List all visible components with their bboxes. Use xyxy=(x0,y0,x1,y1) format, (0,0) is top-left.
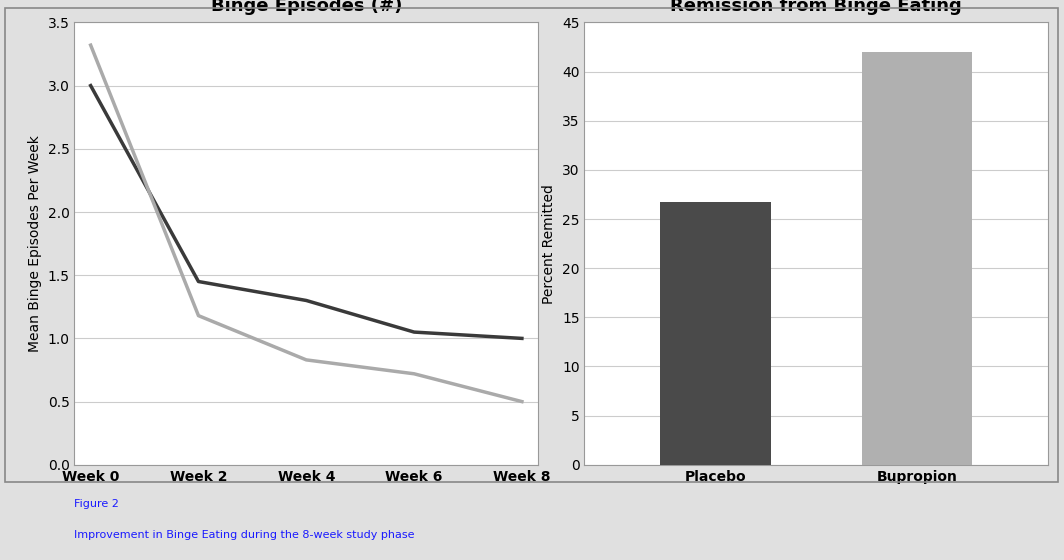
Bar xyxy=(660,202,771,465)
Bar xyxy=(862,52,972,465)
Text: Figure 2: Figure 2 xyxy=(74,499,119,509)
Title: Binge Episodes (#): Binge Episodes (#) xyxy=(211,0,402,15)
Text: Improvement in Binge Eating during the 8-week study phase: Improvement in Binge Eating during the 8… xyxy=(74,530,415,540)
Y-axis label: Mean Binge Episodes Per Week: Mean Binge Episodes Per Week xyxy=(28,135,43,352)
Y-axis label: Percent Remitted: Percent Remitted xyxy=(543,184,556,304)
Title: Remission from Binge Eating: Remission from Binge Eating xyxy=(670,0,962,15)
